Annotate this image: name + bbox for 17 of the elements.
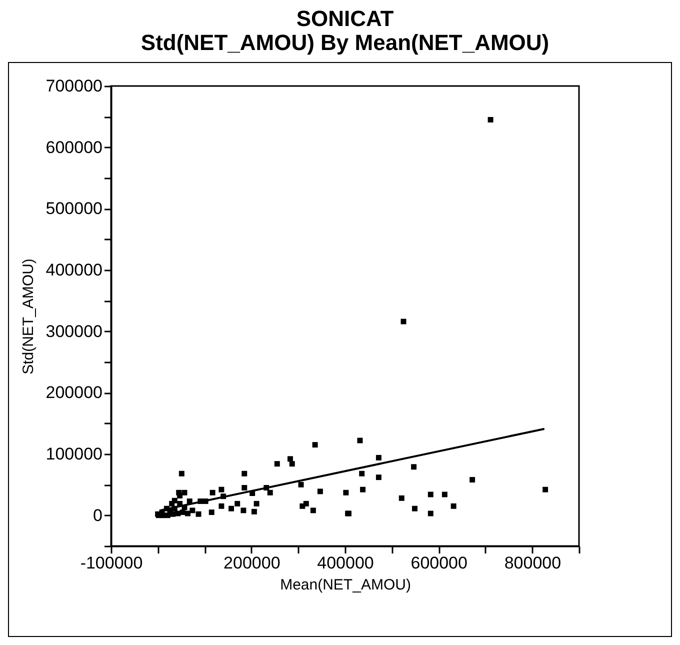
x-tick-label: -100000	[80, 554, 143, 572]
x-tick-label: 800000	[504, 554, 562, 572]
x-tick-label: 600000	[410, 554, 468, 572]
y-axis-title: Std(NET_AMOU)	[20, 258, 37, 374]
y-tick-label: 200000	[46, 383, 102, 402]
y-tick-label: 300000	[46, 322, 102, 341]
y-tick-label: 0	[93, 506, 102, 525]
x-axis-title: Mean(NET_AMOU)	[280, 576, 411, 594]
y-tick-label: 600000	[46, 138, 102, 157]
x-tick-label: 400000	[317, 554, 374, 572]
y-tick-label: 100000	[46, 444, 102, 464]
y-tick-label: 400000	[46, 260, 102, 280]
y-tick-label: 500000	[46, 199, 102, 218]
x-tick-label: 200000	[224, 554, 280, 572]
chart-title: SONICAT	[296, 6, 394, 31]
chart-subtitle: Std(NET_AMOU) By Mean(NET_AMOU)	[140, 30, 550, 55]
y-tick-label: 700000	[46, 76, 102, 96]
